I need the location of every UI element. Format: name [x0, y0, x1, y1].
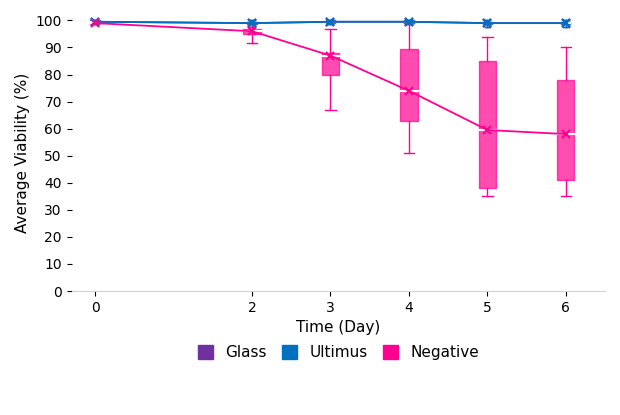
X-axis label: Time (Day): Time (Day) [296, 320, 381, 335]
Y-axis label: Average Viability (%): Average Viability (%) [15, 73, 30, 233]
Bar [91, 20, 100, 23]
Legend: Glass, Ultimus, Negative: Glass, Ultimus, Negative [192, 339, 485, 366]
Bar [557, 80, 574, 180]
Bar [482, 22, 492, 24]
Bar [404, 20, 414, 23]
Bar [326, 20, 335, 23]
Bar [404, 20, 414, 23]
Bar [561, 22, 570, 24]
Bar [244, 29, 260, 34]
Bar [479, 61, 496, 188]
Bar [401, 49, 417, 120]
Bar [482, 22, 492, 24]
Bar [326, 20, 335, 23]
Bar [247, 22, 257, 24]
Bar [561, 22, 570, 24]
Bar [322, 53, 339, 75]
Bar [91, 20, 100, 23]
Bar [247, 22, 257, 24]
